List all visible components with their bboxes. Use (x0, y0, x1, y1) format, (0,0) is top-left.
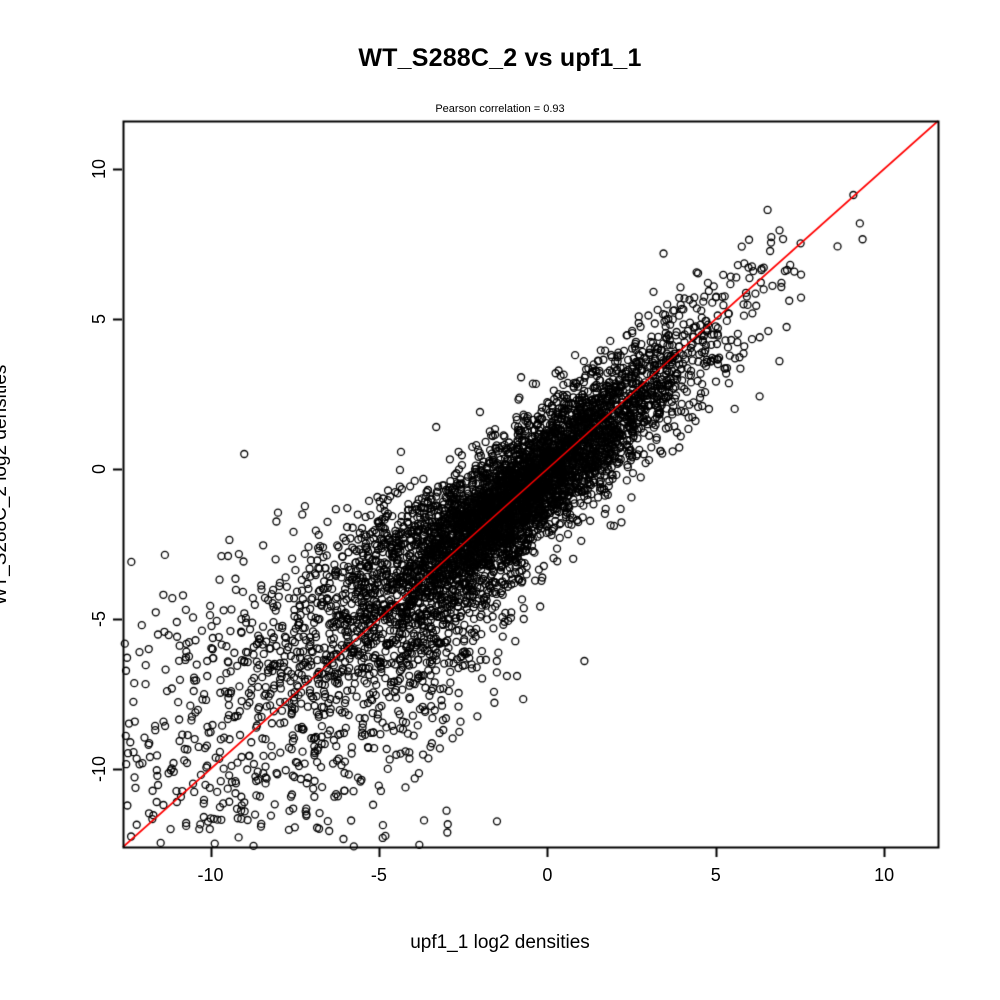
x-tick-label: -10 (197, 865, 224, 885)
y-tick-label: 5 (89, 314, 109, 325)
y-tick-label: -10 (89, 756, 109, 783)
y-tick-label: -5 (89, 611, 109, 628)
y-tick-label: 0 (89, 464, 109, 475)
x-tick-label: 0 (542, 865, 553, 885)
x-tick-label: 10 (874, 865, 895, 885)
y-tick-label: 10 (89, 158, 109, 180)
x-tick-label: 5 (710, 865, 721, 885)
x-tick-label: -5 (370, 865, 387, 885)
x-axis-label: upf1_1 log2 densities (410, 932, 590, 953)
